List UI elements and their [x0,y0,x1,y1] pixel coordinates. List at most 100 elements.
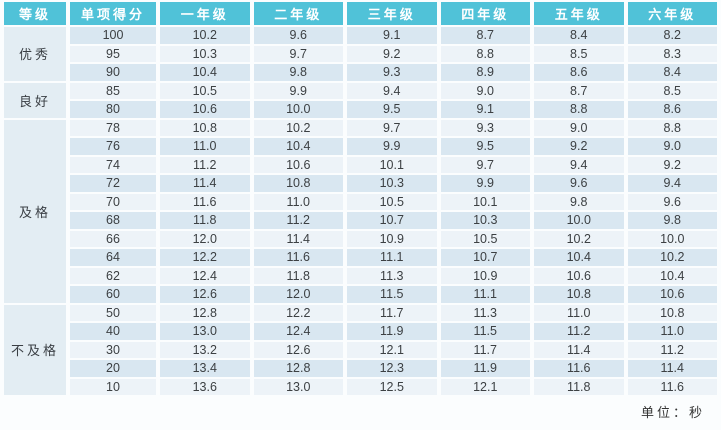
table-row: 40 13.0 12.4 11.9 11.5 11.2 11.0 [4,323,717,340]
time-value-cell: 8.7 [440,27,530,44]
time-value-cell: 11.6 [627,378,717,395]
time-value-cell: 8.6 [627,101,717,118]
score-cell: 62 [70,267,156,284]
time-value-cell: 11.3 [440,304,530,321]
column-header-4: 三年级 [347,2,437,25]
table-row: 优秀 100 10.2 9.6 9.1 8.7 8.4 8.2 [4,27,717,81]
column-header-7: 六年级 [627,2,717,25]
time-value-cell: 9.7 [347,119,437,136]
table-row: 74 11.2 10.6 10.1 9.7 9.4 9.2 [4,156,717,173]
time-value-cell: 9.4 [347,82,437,99]
time-value-cell: 9.4 [627,175,717,192]
column-header-5: 四年级 [440,2,530,25]
table-row: 20 13.4 12.8 12.3 11.9 11.6 11.4 [4,360,717,377]
time-value-cell: 8.4 [627,64,717,81]
time-value-cell: 9.9 [440,175,530,192]
grade-group-label: 良好 [4,82,66,118]
grade-group-label: 优秀 [4,27,66,81]
time-value-cell: 12.2 [160,249,250,266]
score-cell: 80 [70,101,156,118]
time-value-cell: 9.4 [534,156,624,173]
score-cell: 64 [70,249,156,266]
time-value-cell: 10.8 [160,119,250,136]
time-value-cell: 10.6 [627,286,717,303]
time-value-cell: 8.7 [534,82,624,99]
time-value-cell: 9.3 [347,64,437,81]
time-value-cell: 9.7 [253,45,343,62]
unit-note: 单位：秒 [640,405,705,420]
time-value-cell: 9.5 [440,138,530,155]
table-row: 76 11.0 10.4 9.9 9.5 9.2 9.0 [4,138,717,155]
time-value-cell: 10.9 [347,230,437,247]
time-value-cell: 11.7 [347,304,437,321]
column-header-2: 一年级 [160,2,250,25]
column-header-3: 二年级 [253,2,343,25]
score-cell: 20 [70,360,156,377]
time-value-cell: 13.0 [253,378,343,395]
table-row: 及格 78 10.8 10.2 9.7 9.3 9.0 8.8 [4,119,717,303]
time-value-cell: 11.7 [440,341,530,358]
column-header-1: 单项得分 [70,2,156,25]
table-row: 70 11.6 11.0 10.5 10.1 9.8 9.6 [4,193,717,210]
time-value-cell: 11.4 [253,230,343,247]
time-value-cell: 12.3 [347,360,437,377]
time-value-cell: 9.1 [347,27,437,44]
table-row: 64 12.2 11.6 11.1 10.7 10.4 10.2 [4,249,717,266]
table-row: 30 13.2 12.6 12.1 11.7 11.4 11.2 [4,341,717,358]
time-value-cell: 12.0 [253,286,343,303]
time-value-cell: 11.0 [253,193,343,210]
time-value-cell: 11.4 [534,341,624,358]
time-value-cell: 10.6 [160,101,250,118]
time-value-cell: 12.0 [160,230,250,247]
score-cell: 90 [70,64,156,81]
time-value-cell: 9.5 [347,101,437,118]
time-value-cell: 10.4 [160,64,250,81]
table-row: 62 12.4 11.8 11.3 10.9 10.6 10.4 [4,267,717,284]
grade-group-label: 不及格 [4,304,66,395]
time-value-cell: 11.6 [160,193,250,210]
time-value-cell: 8.4 [534,27,624,44]
time-value-cell: 10.4 [627,267,717,284]
time-value-cell: 8.8 [440,45,530,62]
time-value-cell: 9.6 [253,27,343,44]
time-value-cell: 9.2 [347,45,437,62]
time-value-cell: 12.4 [253,323,343,340]
table-row: 不及格 50 12.8 12.2 11.7 11.3 11.0 10.8 [4,304,717,395]
time-value-cell: 10.5 [440,230,530,247]
time-value-cell: 13.4 [160,360,250,377]
time-value-cell: 9.2 [534,138,624,155]
time-value-cell: 11.9 [347,323,437,340]
time-value-cell: 10.6 [534,267,624,284]
time-value-cell: 12.8 [160,304,250,321]
time-value-cell: 11.8 [160,212,250,229]
score-cell: 60 [70,286,156,303]
time-value-cell: 10.2 [160,27,250,44]
score-cell: 68 [70,212,156,229]
table-row: 良好 85 10.5 9.9 9.4 9.0 8.7 8.5 [4,82,717,118]
time-value-cell: 10.6 [253,156,343,173]
time-value-cell: 9.6 [627,193,717,210]
time-value-cell: 9.9 [253,82,343,99]
time-value-cell: 12.8 [253,360,343,377]
time-value-cell: 12.6 [160,286,250,303]
score-cell: 76 [70,138,156,155]
time-value-cell: 10.1 [347,156,437,173]
time-value-cell: 10.7 [347,212,437,229]
time-value-cell: 12.1 [347,341,437,358]
table-row: 66 12.0 11.4 10.9 10.5 10.2 10.0 [4,230,717,247]
table-row: 72 11.4 10.8 10.3 9.9 9.6 9.4 [4,175,717,192]
time-value-cell: 8.6 [534,64,624,81]
table-row: 95 10.3 9.7 9.2 8.8 8.5 8.3 [4,45,717,62]
time-value-cell: 11.8 [534,378,624,395]
score-cell: 78 [70,119,156,136]
score-cell: 30 [70,341,156,358]
time-value-cell: 10.0 [253,101,343,118]
score-cell: 70 [70,193,156,210]
time-value-cell: 10.8 [534,286,624,303]
time-value-cell: 11.5 [347,286,437,303]
score-cell: 66 [70,230,156,247]
time-value-cell: 11.0 [534,304,624,321]
time-value-cell: 9.3 [440,119,530,136]
time-value-cell: 10.5 [347,193,437,210]
time-value-cell: 10.8 [627,304,717,321]
